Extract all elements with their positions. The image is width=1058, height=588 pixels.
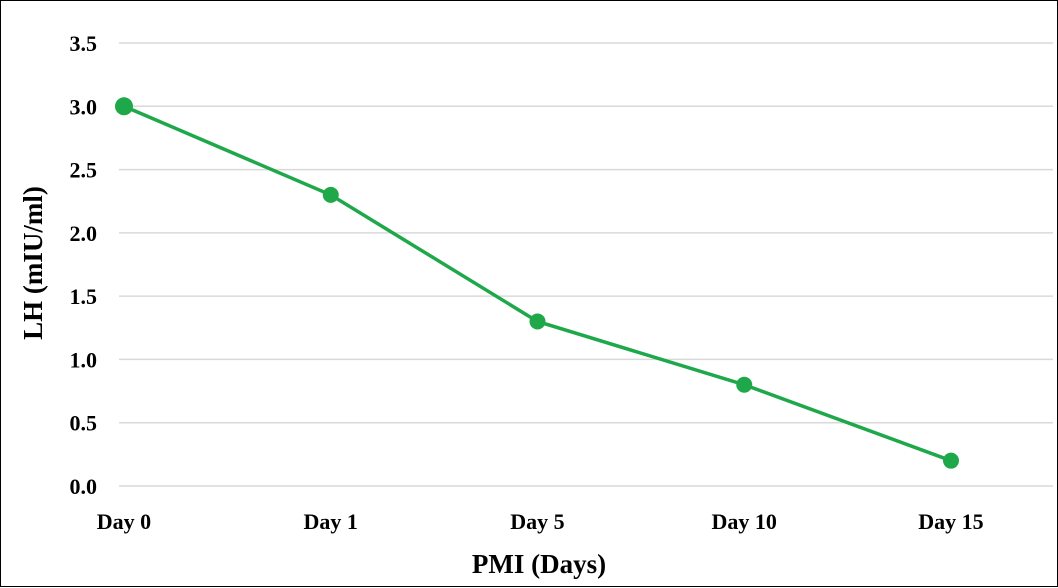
data-points (115, 97, 959, 469)
x-tick-label: Day 5 (510, 509, 564, 534)
data-point (115, 97, 133, 116)
x-tick-label: Day 15 (918, 509, 983, 534)
data-point (736, 376, 753, 393)
y-tick-label: 3.5 (70, 31, 98, 56)
x-tick-label: Day 1 (304, 509, 358, 534)
x-axis-title: PMI (Days) (472, 549, 606, 579)
y-tick-label: 2.0 (70, 221, 98, 246)
y-tick-label: 1.5 (70, 284, 98, 309)
gridlines (119, 42, 1053, 487)
x-tick-label: Day 10 (712, 509, 777, 534)
y-tick-label: 2.5 (70, 158, 98, 183)
series-line-lh (123, 104, 952, 463)
y-axis-title: LH (mIU/ml) (18, 186, 48, 340)
data-point (529, 313, 546, 330)
y-tick-label: 1.0 (70, 347, 98, 372)
data-point (943, 452, 959, 469)
y-axis-ticks: 0.0 0.5 1.0 1.5 2.0 2.5 3.0 3.5 (70, 31, 98, 499)
y-tick-label: 0.5 (70, 411, 98, 436)
y-tick-label: 0.0 (70, 474, 98, 499)
x-axis-ticks: Day 0 Day 1 Day 5 Day 10 Day 15 (97, 509, 984, 534)
data-point (322, 186, 339, 203)
y-tick-label: 3.0 (70, 94, 98, 119)
x-tick-label: Day 0 (97, 509, 151, 534)
